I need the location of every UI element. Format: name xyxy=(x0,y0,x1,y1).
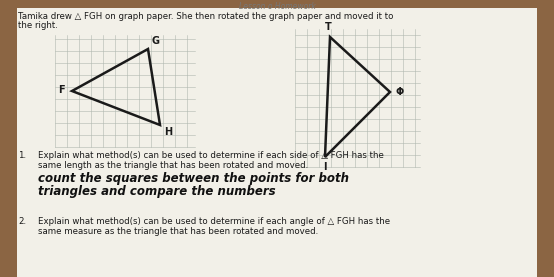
Text: Lesson o Homework: Lesson o Homework xyxy=(239,2,315,11)
Text: the right.: the right. xyxy=(18,21,58,30)
Text: same measure as the triangle that has been rotated and moved.: same measure as the triangle that has be… xyxy=(38,227,318,236)
Text: triangles and compare the numbers: triangles and compare the numbers xyxy=(38,185,276,198)
Text: H: H xyxy=(164,127,172,137)
Text: Explain what method(s) can be used to determine if each side of △ FGH has the: Explain what method(s) can be used to de… xyxy=(38,151,384,160)
Text: 1.: 1. xyxy=(18,151,26,160)
Text: same length as the triangle that has been rotated and moved.: same length as the triangle that has bee… xyxy=(38,161,308,170)
Text: Tamika drew △ FGH on graph paper. She then rotated the graph paper and moved it : Tamika drew △ FGH on graph paper. She th… xyxy=(18,12,393,21)
Text: F: F xyxy=(58,85,65,95)
Text: count the squares between the points for both: count the squares between the points for… xyxy=(38,172,349,185)
Text: Explain what method(s) can be used to determine if each angle of △ FGH has the: Explain what method(s) can be used to de… xyxy=(38,217,390,226)
Text: Φ: Φ xyxy=(395,87,403,97)
Text: T: T xyxy=(325,22,331,32)
Text: I: I xyxy=(323,162,327,172)
Text: 2.: 2. xyxy=(18,217,26,226)
Text: G: G xyxy=(152,36,160,46)
